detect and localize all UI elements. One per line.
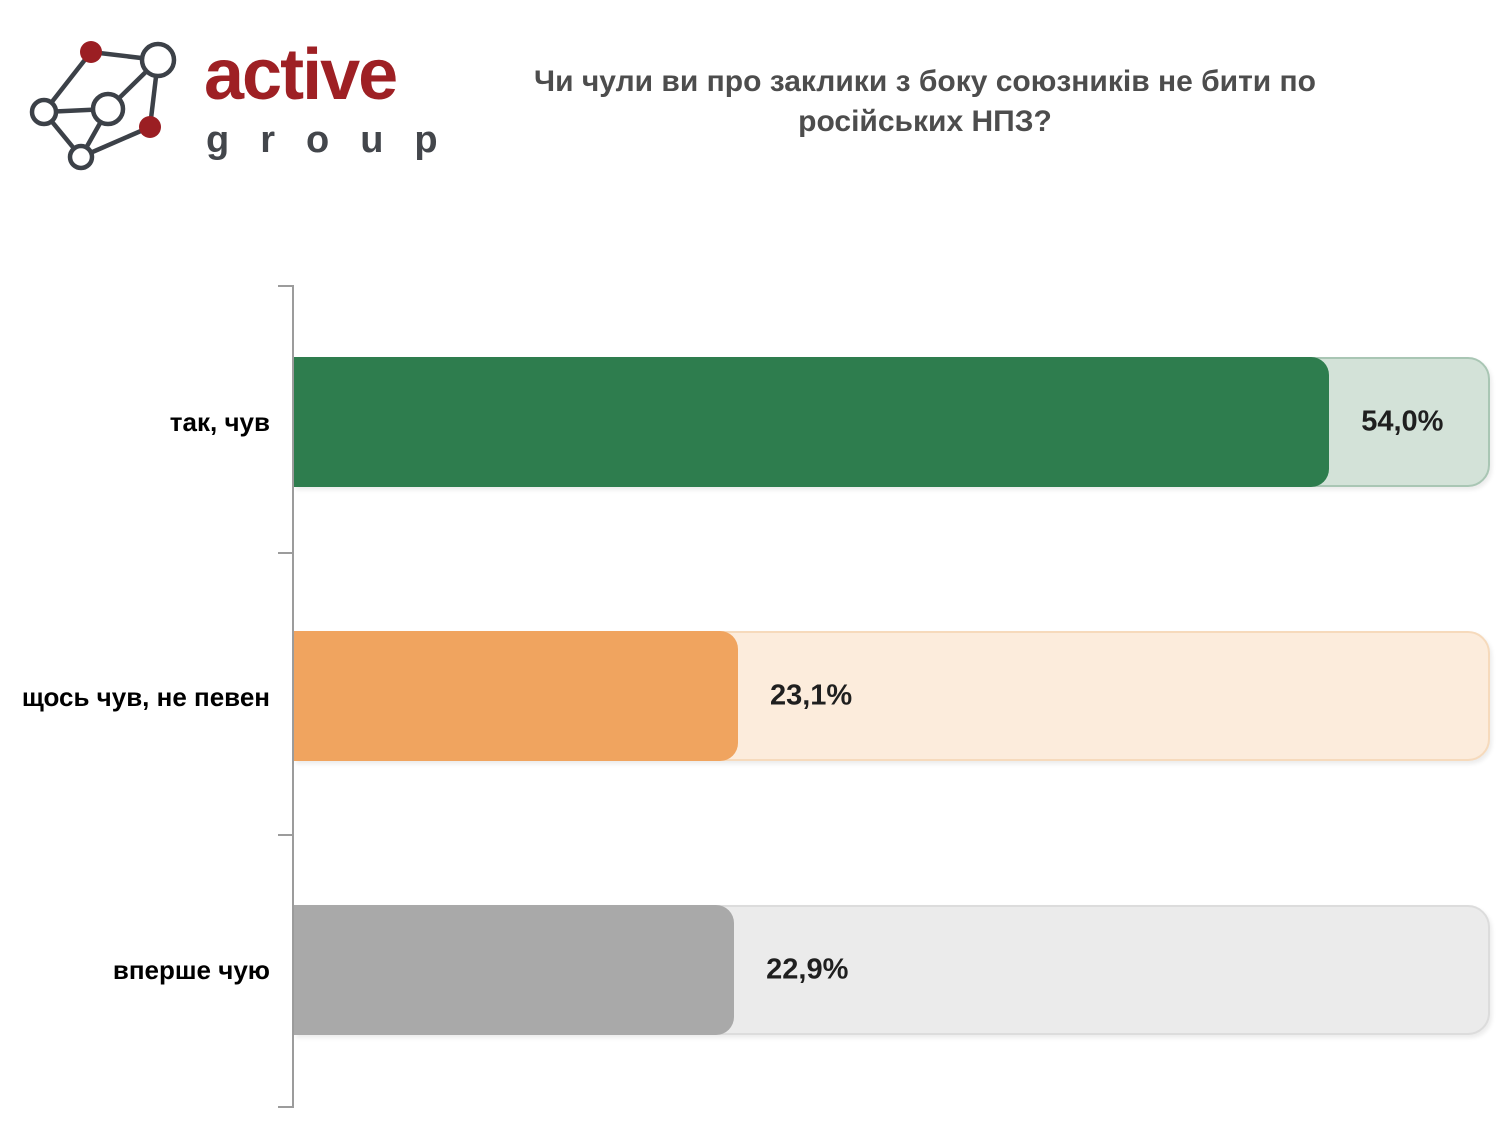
bar (294, 357, 1330, 487)
bar-value: 22,9% (766, 953, 849, 986)
bar-value: 23,1% (769, 679, 853, 712)
bar-track: 22,9% (294, 905, 1490, 1035)
brand-name: active (204, 35, 398, 115)
axis-tick (278, 285, 293, 287)
category-label: щось чув, не певен (21, 682, 270, 712)
category-label: так, чув (169, 407, 270, 437)
logo: active group (0, 0, 470, 200)
network-graph-icon (29, 41, 177, 171)
bar-track: 23,1% (294, 631, 1490, 761)
bar (294, 631, 738, 761)
brand-subtitle: group (206, 119, 469, 161)
axis-tick (278, 834, 293, 836)
bar (294, 905, 735, 1035)
axis-tick (278, 1106, 293, 1108)
bar-track: 54,0% (294, 357, 1490, 487)
bar-value: 54,0% (1361, 405, 1444, 438)
y-axis-line (292, 285, 294, 1108)
axis-tick (278, 552, 293, 554)
chart-title: Чи чули ви про заклики з боку союзників … (534, 65, 1316, 138)
category-label: вперше чую (112, 955, 270, 985)
